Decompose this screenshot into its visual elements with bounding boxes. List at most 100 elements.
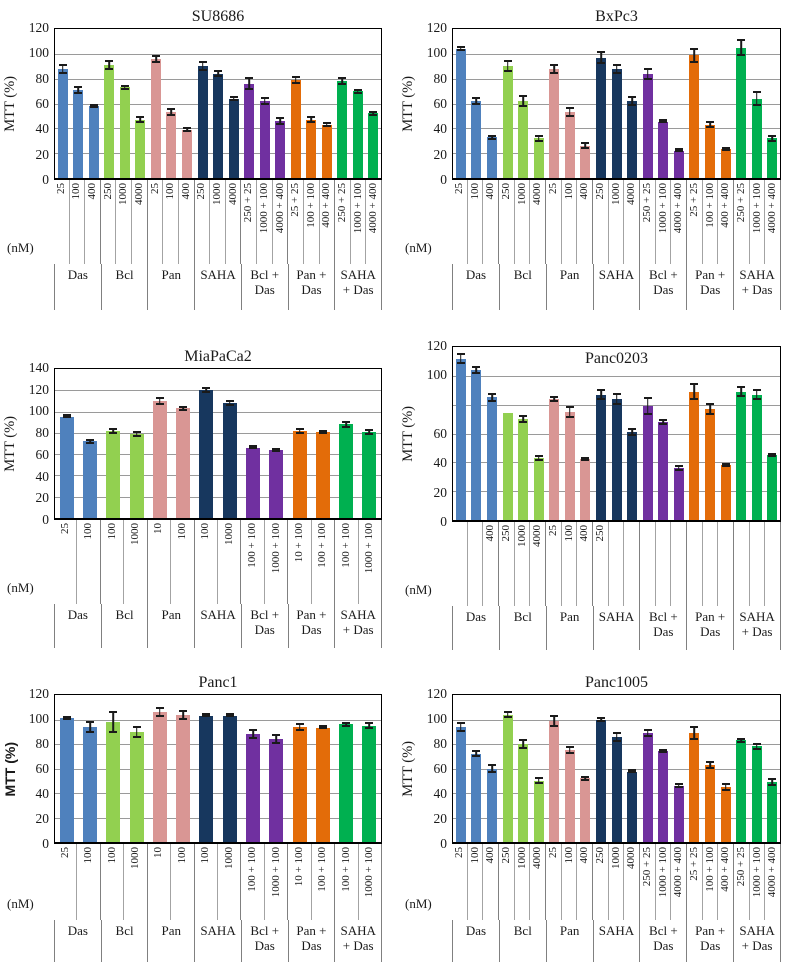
x-label-cell <box>609 522 625 606</box>
x-label-cell: 1000 + 100 <box>265 844 287 920</box>
x-label-group: 10 100 <box>148 844 195 920</box>
bar <box>471 101 482 178</box>
y-axis-title-text: MTT (%) <box>1 416 18 472</box>
bar-slot <box>500 29 516 178</box>
bar <box>533 780 544 842</box>
error-bar <box>581 775 590 781</box>
error-bar <box>456 721 465 732</box>
x-label-cell: 100 <box>562 522 578 606</box>
y-axis-title: MTT (%) <box>399 694 417 844</box>
x-tick-label: 25 <box>452 183 465 194</box>
x-tick-label: 100 <box>82 523 95 540</box>
bar <box>269 449 284 518</box>
bar-group-das <box>453 29 500 178</box>
x-label-cell: 400 <box>483 844 498 920</box>
bar-slot <box>733 29 749 178</box>
error-bar <box>534 455 543 461</box>
bar-group-saha-das <box>334 29 381 178</box>
group-label: Pan + Das <box>289 920 336 962</box>
bar-slot <box>718 29 734 178</box>
bar-slot <box>241 369 264 518</box>
group-label: Bcl <box>500 920 547 962</box>
y-tick-label: 60 <box>433 96 448 111</box>
bar-slot <box>171 695 194 842</box>
x-label-group: 25 100 <box>54 520 101 604</box>
x-tick-label: 250 + 25 <box>335 183 348 223</box>
bar <box>518 101 529 178</box>
bar-slot <box>624 29 640 178</box>
x-label-group: 250 1000 4000 <box>499 844 546 920</box>
bar <box>315 728 330 842</box>
bar-slot <box>733 695 749 842</box>
x-label-cell: 1000 <box>124 844 146 920</box>
error-bar <box>225 713 234 718</box>
bar <box>259 101 270 178</box>
bar-group-saha-das <box>334 369 381 518</box>
x-label-group: 250 1000 4000 <box>499 180 546 264</box>
plot-wrap <box>452 694 791 844</box>
x-tick-label: 25 <box>546 847 559 858</box>
bar <box>321 124 332 178</box>
x-label-cell <box>750 522 766 606</box>
bar-slot <box>531 695 547 842</box>
gridline <box>55 53 381 55</box>
bar-slot <box>171 369 194 518</box>
y-axis-area: MTT (%) 0 20 40 60 100 120 <box>400 339 452 529</box>
bar <box>245 734 260 842</box>
bar-group-saha-das <box>733 695 780 842</box>
chart-cell-panc1005: Panc1005 MTT (%) 0 20 40 60 80 100 120 (nM) 25 100 4… <box>398 650 797 965</box>
x-label-cell: 1000 <box>609 180 625 264</box>
unit-label: (nM) <box>405 896 432 911</box>
x-label-cell: 100 <box>77 520 99 604</box>
error-bar <box>245 77 254 90</box>
plot-area <box>54 694 382 844</box>
bar <box>720 786 731 842</box>
error-bar <box>534 777 543 785</box>
bar-slot <box>148 29 164 178</box>
unit-label: (nM) <box>7 580 34 595</box>
x-tick-label: 400 + 400 <box>719 847 732 892</box>
error-bar <box>472 365 481 375</box>
bar <box>82 441 97 518</box>
group-label-text: SAHA + Das <box>739 923 775 953</box>
bar-slot <box>210 29 226 178</box>
bar <box>362 431 377 518</box>
bar <box>627 101 638 178</box>
group-label-row: Das Bcl Pan SAHA Bcl + Das Pan + Das SAHA + Da… <box>452 264 782 310</box>
x-tick-label: 100 <box>175 523 188 540</box>
bar-group-saha <box>195 369 242 518</box>
x-tick-label: 1000 <box>222 523 235 545</box>
x-label-cell: 25 + 25 <box>288 180 304 264</box>
y-tick-label: 120 <box>28 686 49 701</box>
group-label-text: Bcl + Das <box>649 267 678 297</box>
group-label: Pan + Das <box>687 920 735 962</box>
x-label-group: 25 100 400 <box>546 844 593 920</box>
error-bar <box>705 761 714 769</box>
y-axis-title-text: MTT (%) <box>2 741 18 797</box>
y-tick-label: 100 <box>28 45 49 61</box>
x-label-cell: 250 + 25 <box>241 180 258 264</box>
y-tick-label: 40 <box>35 468 50 484</box>
gridline <box>453 53 780 55</box>
error-bar <box>768 134 777 142</box>
plot-bars <box>55 369 381 518</box>
chart-panc1: Panc1 MTT (%) 0 20 40 60 80 100 120 (nM) 25 100 100 1… <box>2 650 392 965</box>
bar-group-bcl-das <box>640 347 687 520</box>
error-bar <box>674 783 683 789</box>
group-label-text: Pan + Das <box>695 923 726 953</box>
x-tick-label: 1000 + 100 <box>656 847 669 898</box>
chart-body: MTT (%) 0 20 40 60 80 100 120 <box>2 21 392 187</box>
x-label-cell <box>452 522 468 606</box>
bar <box>658 122 669 178</box>
bar-slot <box>117 29 133 178</box>
x-label-group: 250 + 25 1000 + 100 4000 + 400 <box>335 180 383 264</box>
x-label-group: 100 + 100 1000 + 100 <box>335 520 383 604</box>
x-label-cell: 4000 <box>132 180 147 264</box>
bar-slot <box>311 369 334 518</box>
x-tick-label: 1000 + 100 <box>269 847 282 898</box>
y-tick-label: 40 <box>35 121 50 137</box>
x-label-cell: 25 <box>452 844 468 920</box>
bar-slot <box>195 29 211 178</box>
error-bar <box>109 710 118 733</box>
